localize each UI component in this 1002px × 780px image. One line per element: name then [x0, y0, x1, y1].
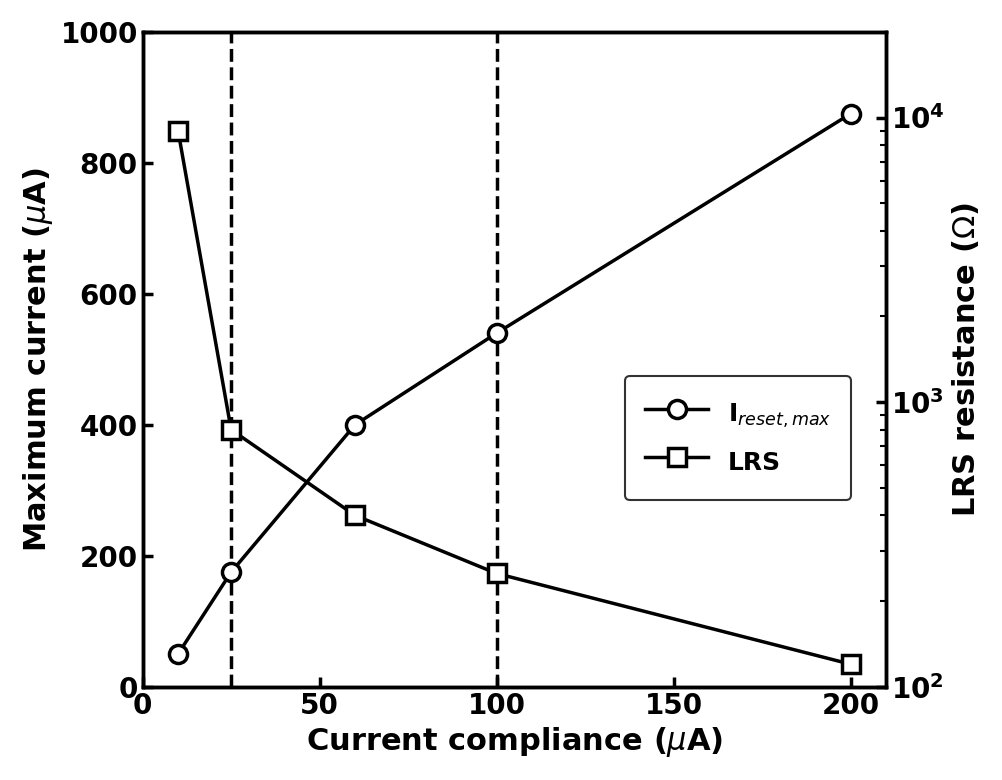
Y-axis label: Maximum current ($\mu$A): Maximum current ($\mu$A)	[21, 167, 55, 551]
Legend: I$_{reset,max}$, LRS: I$_{reset,max}$, LRS	[625, 376, 852, 499]
Y-axis label: LRS resistance ($\Omega$): LRS resistance ($\Omega$)	[950, 202, 981, 516]
X-axis label: Current compliance ($\mu$A): Current compliance ($\mu$A)	[306, 725, 723, 759]
